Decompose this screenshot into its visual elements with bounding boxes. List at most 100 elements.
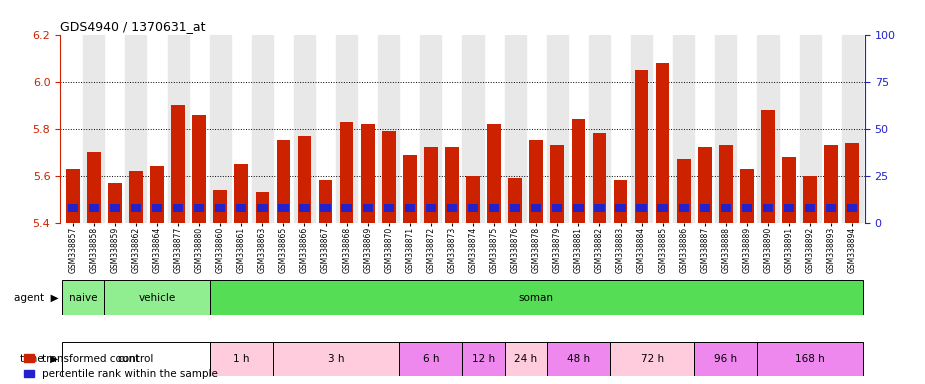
Bar bbox=[214, 190, 227, 223]
Text: 6 h: 6 h bbox=[423, 354, 439, 364]
Text: 96 h: 96 h bbox=[714, 354, 737, 364]
Bar bbox=[126, 35, 146, 223]
Bar bbox=[679, 204, 689, 212]
Bar bbox=[803, 176, 817, 223]
Bar bbox=[783, 157, 796, 223]
Bar bbox=[173, 204, 183, 212]
Bar bbox=[589, 35, 610, 223]
Bar bbox=[487, 124, 501, 223]
Bar bbox=[510, 204, 520, 212]
Bar bbox=[319, 180, 332, 223]
Bar bbox=[382, 131, 396, 223]
Bar bbox=[613, 180, 627, 223]
Bar bbox=[130, 204, 142, 212]
Bar bbox=[758, 35, 779, 223]
Bar bbox=[824, 145, 838, 223]
Bar bbox=[462, 35, 484, 223]
Bar bbox=[341, 204, 352, 212]
Bar bbox=[320, 204, 331, 212]
Text: 12 h: 12 h bbox=[472, 354, 495, 364]
Bar bbox=[294, 35, 315, 223]
Bar bbox=[505, 35, 525, 223]
Bar bbox=[462, 342, 505, 376]
Bar bbox=[489, 204, 500, 212]
Bar bbox=[594, 204, 605, 212]
Bar bbox=[252, 35, 273, 223]
Bar bbox=[719, 145, 733, 223]
Bar bbox=[384, 204, 394, 212]
Bar bbox=[210, 280, 863, 315]
Bar bbox=[192, 114, 206, 223]
Bar bbox=[89, 204, 99, 212]
Bar bbox=[378, 35, 400, 223]
Bar bbox=[171, 105, 185, 223]
Bar bbox=[721, 204, 731, 212]
Text: agent  ▶: agent ▶ bbox=[14, 293, 58, 303]
Bar bbox=[87, 152, 101, 223]
Bar bbox=[278, 204, 289, 212]
Bar bbox=[445, 147, 459, 223]
Bar bbox=[656, 63, 670, 223]
Bar bbox=[339, 122, 353, 223]
Bar bbox=[403, 154, 416, 223]
Bar bbox=[130, 171, 142, 223]
Bar bbox=[447, 204, 457, 212]
Text: vehicle: vehicle bbox=[139, 293, 176, 303]
Bar bbox=[695, 342, 758, 376]
Bar bbox=[236, 204, 246, 212]
Text: 3 h: 3 h bbox=[327, 354, 344, 364]
Bar bbox=[552, 204, 562, 212]
Bar bbox=[424, 147, 438, 223]
Bar bbox=[167, 35, 189, 223]
Bar bbox=[763, 204, 773, 212]
Bar bbox=[610, 342, 695, 376]
Bar bbox=[234, 164, 248, 223]
Bar bbox=[572, 119, 586, 223]
Bar bbox=[420, 35, 441, 223]
Bar bbox=[699, 204, 709, 212]
Bar bbox=[783, 204, 795, 212]
Bar bbox=[466, 176, 480, 223]
Bar bbox=[847, 204, 857, 212]
Text: 24 h: 24 h bbox=[514, 354, 537, 364]
Text: naive: naive bbox=[69, 293, 97, 303]
Bar bbox=[257, 204, 267, 212]
Bar bbox=[547, 35, 568, 223]
Bar bbox=[105, 280, 210, 315]
Bar bbox=[426, 204, 436, 212]
Bar bbox=[83, 35, 105, 223]
Bar bbox=[210, 342, 273, 376]
Bar bbox=[550, 145, 564, 223]
Bar bbox=[547, 342, 610, 376]
Bar bbox=[636, 204, 647, 212]
Text: 48 h: 48 h bbox=[567, 354, 590, 364]
Bar bbox=[742, 204, 752, 212]
Bar bbox=[216, 204, 226, 212]
Bar bbox=[62, 342, 210, 376]
Bar bbox=[505, 342, 547, 376]
Bar bbox=[529, 141, 543, 223]
Bar bbox=[531, 204, 541, 212]
Bar bbox=[677, 159, 691, 223]
Bar bbox=[68, 204, 78, 212]
Text: 168 h: 168 h bbox=[796, 354, 825, 364]
Bar bbox=[761, 110, 775, 223]
Legend: transformed count, percentile rank within the sample: transformed count, percentile rank withi… bbox=[24, 354, 218, 379]
Bar bbox=[468, 204, 478, 212]
Bar bbox=[574, 204, 584, 212]
Bar bbox=[658, 204, 668, 212]
Text: 72 h: 72 h bbox=[640, 354, 663, 364]
Bar bbox=[805, 204, 815, 212]
Bar bbox=[631, 35, 652, 223]
Bar bbox=[715, 35, 736, 223]
Bar bbox=[799, 35, 820, 223]
Bar bbox=[842, 35, 863, 223]
Bar bbox=[150, 166, 164, 223]
Bar bbox=[298, 136, 312, 223]
Bar bbox=[740, 169, 754, 223]
Bar bbox=[361, 124, 375, 223]
Bar bbox=[62, 280, 105, 315]
Bar bbox=[363, 204, 373, 212]
Bar bbox=[698, 147, 711, 223]
Bar bbox=[277, 141, 290, 223]
